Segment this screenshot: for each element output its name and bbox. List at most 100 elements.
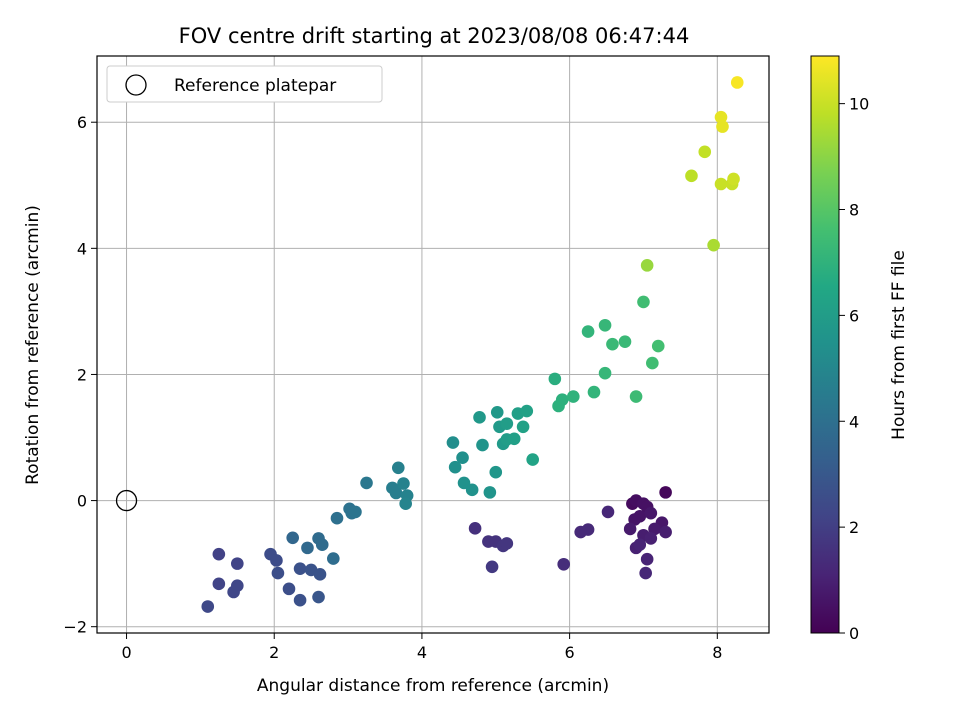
data-point [548, 372, 562, 386]
data-point [727, 172, 740, 186]
x-tick-label: 4 [417, 643, 427, 662]
plot-frame [96, 55, 770, 634]
data-point [648, 522, 661, 536]
data-point [483, 486, 497, 499]
x-tick-label: 8 [712, 643, 722, 662]
data-point [685, 169, 698, 183]
data-point [507, 432, 521, 446]
chart-title: FOV centre drift starting at 2023/08/08 … [179, 24, 690, 48]
data-point [644, 532, 658, 545]
colorbar [810, 55, 840, 634]
data-point [716, 120, 729, 133]
legend-entry-label: Reference platepar [174, 76, 336, 96]
data-point [640, 259, 654, 272]
x-axis-label: Angular distance from reference (arcmin) [257, 676, 609, 696]
data-point [659, 525, 672, 539]
y-tick-label: 0 [77, 492, 87, 511]
data-point [598, 366, 612, 380]
data-point [555, 393, 569, 406]
data-point [286, 531, 299, 545]
data-point [465, 483, 479, 497]
data-point [714, 177, 728, 191]
data-point [485, 560, 499, 574]
colorbar-ticks: 0 2 4 6 8 10 [839, 95, 869, 643]
data-point [227, 585, 240, 599]
data-point [212, 577, 226, 591]
data-point [473, 411, 486, 424]
data-point [389, 486, 403, 500]
data-point [516, 420, 530, 434]
grid-lines [97, 56, 769, 633]
data-point [500, 537, 514, 550]
colorbar-tick-label: 2 [849, 518, 859, 537]
data-point [446, 436, 460, 449]
data-point [640, 552, 654, 566]
data-point [520, 404, 534, 418]
data-point [313, 568, 327, 581]
y-tick-label: 4 [77, 239, 87, 258]
data-point [327, 552, 340, 565]
colorbar-label: Hours from first FF file [889, 250, 909, 440]
data-point [628, 513, 641, 526]
data-point [271, 566, 285, 580]
data-point [490, 405, 504, 419]
legend-box [106, 65, 383, 103]
data-point [315, 538, 329, 552]
data-point [468, 522, 482, 535]
data-point [644, 506, 658, 520]
data-point [476, 438, 489, 452]
data-point [456, 451, 469, 464]
data-point [567, 390, 580, 403]
data-point [557, 557, 571, 571]
x-tick-label: 2 [269, 643, 279, 662]
y-axis-ticks: −2 0 2 4 6 [63, 113, 97, 637]
data-point [639, 566, 652, 580]
data-point [201, 600, 215, 613]
data-point [293, 562, 307, 575]
data-point [301, 541, 314, 555]
data-point [651, 339, 665, 353]
data-point [707, 238, 720, 252]
x-tick-label: 0 [121, 643, 131, 662]
data-point [282, 582, 296, 596]
legend: Reference platepar [106, 65, 383, 103]
x-axis-ticks: 0 2 4 6 8 [121, 633, 722, 662]
y-tick-label: 6 [77, 113, 87, 132]
y-tick-label: 2 [77, 365, 87, 384]
data-point [637, 295, 650, 309]
data-point [730, 76, 744, 89]
data-point [448, 460, 462, 474]
colorbar-tick-label: 6 [849, 306, 859, 325]
data-point [212, 547, 226, 561]
data-point [397, 477, 410, 490]
data-point [659, 486, 672, 499]
data-point [270, 554, 283, 567]
data-point [526, 453, 539, 466]
data-point [633, 538, 647, 552]
reference-platepar-marker [115, 489, 138, 512]
colorbar-tick-label: 8 [849, 201, 859, 220]
colorbar-tick-label: 4 [849, 412, 859, 431]
x-tick-label: 6 [565, 643, 575, 662]
data-point [574, 525, 587, 539]
legend-marker [125, 74, 147, 96]
y-axis-label: Rotation from reference (arcmin) [23, 205, 43, 485]
data-point [618, 335, 632, 348]
colorbar-tick-label: 0 [849, 624, 859, 643]
y-tick-label: −2 [63, 618, 87, 637]
data-point [714, 110, 728, 124]
data-points [201, 76, 744, 613]
data-point [581, 325, 595, 338]
data-point [349, 505, 362, 519]
data-point [500, 417, 514, 430]
data-point [587, 385, 601, 399]
data-point [623, 522, 637, 536]
data-point [231, 557, 244, 570]
reference-marker [115, 489, 138, 512]
data-point [606, 337, 619, 351]
data-point [598, 318, 612, 332]
data-point [330, 511, 344, 525]
data-point [312, 590, 325, 604]
data-point [646, 356, 659, 370]
